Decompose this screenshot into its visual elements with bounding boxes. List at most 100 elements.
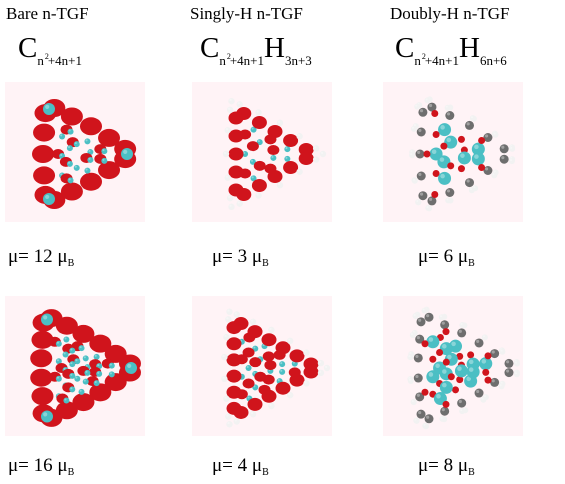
spin-lobe [431, 191, 439, 199]
carbon-atom [84, 369, 91, 376]
carbon-atom [101, 157, 108, 164]
spin-lobe [226, 337, 242, 351]
carbon-atom [63, 336, 70, 343]
spin-lobe [235, 389, 248, 400]
hydrogen-atom [407, 354, 414, 361]
carbon-atom [279, 361, 286, 368]
carbon-atom [415, 334, 425, 344]
carbon-atom [62, 351, 69, 358]
hydrogen-atom [508, 158, 515, 165]
carbon-atom [445, 187, 455, 197]
carbon-atom [499, 144, 509, 154]
hydrogen-atom [481, 334, 488, 341]
carbon-atom [440, 320, 450, 330]
carbon-atom [96, 370, 103, 377]
spin-lobe [254, 371, 267, 382]
carbon-atom [66, 145, 73, 152]
hydrogen-atom [409, 152, 416, 159]
hydrogen-atom [255, 192, 262, 199]
hydrogen-atom [469, 115, 476, 122]
spin-lobe [262, 351, 275, 362]
spin-lobe [467, 351, 475, 359]
carbon-atom [457, 151, 471, 165]
spin-lobe [482, 368, 490, 376]
carbon-atom [426, 335, 440, 349]
carbon-atom [242, 151, 249, 157]
carbon-atom [457, 398, 467, 408]
carbon-atom [424, 312, 434, 322]
carbon-atom [444, 135, 458, 149]
hydrogen-atom [480, 396, 487, 403]
hydrogen-atom [407, 377, 414, 384]
spin-lobe [60, 107, 83, 126]
hydrogen-atom [317, 369, 325, 377]
carbon-atom [250, 175, 257, 182]
carbon-atom [41, 313, 53, 326]
carbon-atom [490, 349, 500, 359]
hydrogen-atom [317, 359, 325, 367]
carbon-atom [73, 164, 80, 171]
carbon-atom [78, 345, 85, 352]
moment-singly-h-large: μ= 4 μB [212, 455, 269, 478]
carbon-atom [270, 154, 277, 161]
hydrogen-atom [303, 349, 310, 356]
hydrogen-atom [312, 145, 320, 152]
hydrogen-atom [268, 402, 275, 410]
spin-lobe [104, 344, 127, 363]
spin-lobe [432, 130, 440, 138]
spin-lobe [447, 373, 455, 381]
carbon-atom [457, 328, 467, 338]
carbon-atom [43, 193, 55, 206]
hydrogen-atom [249, 410, 257, 418]
header-singly-h: Singly-H n-TGF [190, 4, 303, 23]
carbon-atom [279, 368, 286, 375]
spin-lobe [235, 354, 248, 365]
carbon-atom [499, 154, 509, 164]
carbon-atom [479, 357, 493, 371]
carbon-atom [418, 191, 428, 201]
carbon-atom [43, 102, 55, 115]
carbon-atom [55, 340, 62, 347]
carbon-atom [245, 365, 252, 371]
spin-lobe [89, 383, 112, 402]
spin-lobe [243, 332, 256, 343]
hydrogen-atom [422, 422, 429, 429]
carbon-atom [416, 127, 426, 137]
spin-lobe [442, 328, 450, 336]
spin-lobe [298, 152, 314, 166]
spin-density-singly-h-small [192, 82, 332, 222]
hydrogen-atom [221, 353, 228, 361]
hydrogen-atom [409, 332, 416, 339]
carbon-atom [418, 107, 428, 117]
spin-lobe [98, 161, 121, 180]
carbon-atom [439, 380, 453, 394]
carbon-atom [59, 133, 66, 140]
carbon-atom [439, 342, 453, 356]
carbon-atom [73, 141, 80, 148]
spin-lobe [80, 117, 103, 136]
spin-lobe [30, 368, 53, 387]
spin-lobe [72, 324, 95, 343]
spin-density-bare-small [5, 82, 145, 222]
hydrogen-atom [223, 395, 230, 402]
carbon-atom [483, 165, 493, 175]
spin-lobe [421, 388, 429, 396]
carbon-atom [78, 388, 85, 395]
spin-lobe [228, 111, 244, 125]
carbon-atom [67, 128, 74, 135]
carbon-atom [66, 160, 73, 167]
hydrogen-atom [226, 106, 234, 114]
hydrogen-atom [509, 145, 516, 152]
hydrogen-atom [499, 348, 506, 355]
spin-lobe [484, 352, 492, 360]
carbon-atom [427, 102, 437, 112]
hydrogen-atom [222, 150, 230, 158]
spin-lobe [249, 357, 262, 368]
carbon-atom [438, 123, 452, 137]
spin-lobe [484, 376, 492, 384]
spin-lobe [251, 115, 267, 129]
spin-lobe [33, 166, 56, 185]
hydrogen-atom [224, 174, 231, 181]
hydrogen-atom [459, 321, 466, 328]
spin-lobe [264, 134, 277, 145]
